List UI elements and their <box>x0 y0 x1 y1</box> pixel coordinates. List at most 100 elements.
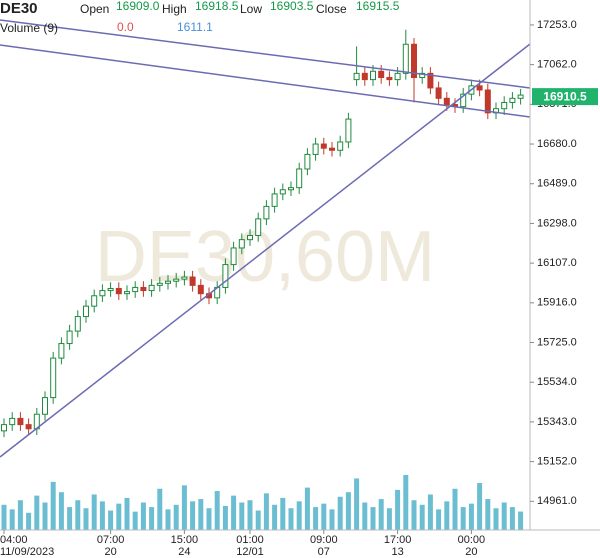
candle-body <box>99 290 106 297</box>
volume-bar <box>83 508 89 530</box>
candle-body <box>329 147 335 151</box>
volume-bar <box>58 492 64 530</box>
x-tick-label: 04:00 <box>0 534 28 546</box>
y-tick-label: 16107.0 <box>537 257 577 269</box>
close-value: 16915.5 <box>356 0 400 13</box>
candle-body <box>124 291 130 295</box>
last-price-box <box>532 88 598 106</box>
y-tick-label: 17062.0 <box>537 59 577 71</box>
open-label: Open <box>80 2 109 16</box>
candle-body <box>25 424 32 430</box>
low-value: 16903.5 <box>270 0 314 13</box>
volume-bar <box>345 492 351 530</box>
volume-bar <box>296 501 302 530</box>
x-tick-label: 17:00 <box>384 534 412 546</box>
candle-body <box>353 72 360 81</box>
trend-line <box>0 43 531 458</box>
candle-body <box>304 153 311 170</box>
x-tick-label: 11/09/2023 <box>0 546 54 558</box>
candle-body <box>296 168 303 189</box>
y-tick-label: 15725.0 <box>537 336 577 348</box>
candle-body <box>288 187 294 191</box>
volume-bar <box>411 500 417 530</box>
x-tick-label: 24 <box>178 546 190 558</box>
candle-body <box>312 143 319 155</box>
volume-bar <box>214 491 220 530</box>
candle-body <box>427 72 434 89</box>
candle-body <box>361 72 368 81</box>
volume-bar <box>313 507 319 530</box>
candle-body <box>222 264 229 288</box>
candle-body <box>419 72 426 79</box>
volume-bar <box>149 507 155 530</box>
y-tick-label: 15534.0 <box>537 376 577 388</box>
candle-body <box>370 70 376 81</box>
volume-bar <box>173 504 179 530</box>
candle-body <box>83 305 89 318</box>
volume-bar <box>1 504 7 530</box>
volume-bar <box>304 487 310 530</box>
candle-body <box>148 284 155 292</box>
trend-line <box>0 19 531 89</box>
candle-body <box>50 357 57 399</box>
candle-body <box>238 239 245 249</box>
candle-body <box>42 397 48 415</box>
x-tick-label: 12/01 <box>236 546 264 558</box>
volume-bar <box>452 488 458 530</box>
volume-bar <box>99 501 105 530</box>
volume-bar <box>157 488 163 530</box>
x-tick-label: 00:00 <box>458 534 486 546</box>
volume-bar <box>403 475 409 530</box>
y-tick-label: 14961.0 <box>537 495 577 507</box>
axes: 17253.017062.016871.016680.016489.016298… <box>0 19 598 558</box>
high-value: 16918.5 <box>195 0 239 13</box>
volume-bar <box>337 496 343 530</box>
candle-body <box>74 316 81 332</box>
volume-bar <box>75 500 81 530</box>
candle-body <box>230 247 237 266</box>
candle-body <box>156 282 163 286</box>
trend-line <box>0 44 531 118</box>
volume-bar <box>50 481 56 530</box>
last-price-label: 16910.5 <box>543 89 587 103</box>
volume-bar <box>132 511 138 530</box>
candle-body <box>484 89 491 114</box>
volume-bar <box>378 499 384 530</box>
x-tick-label: 13 <box>391 546 403 558</box>
candle-body <box>509 97 516 103</box>
volume-bar <box>9 509 15 530</box>
x-tick-label: 07:00 <box>97 534 125 546</box>
candle-body <box>58 343 65 359</box>
volume-bar <box>501 502 507 530</box>
volume-bar <box>362 502 368 530</box>
volume-bar <box>386 508 392 530</box>
candle-body <box>66 330 73 345</box>
volume-bar <box>247 500 253 530</box>
volume-bar <box>272 504 278 530</box>
low-label: Low <box>240 2 262 16</box>
candle-body <box>435 87 442 99</box>
volume-bar <box>222 505 228 530</box>
candle-body <box>181 276 188 280</box>
candle-body <box>320 143 327 149</box>
volume-value: 1611.1 <box>177 20 213 34</box>
volume-bar <box>280 497 286 530</box>
volume-bar <box>477 483 483 530</box>
symbol: DE30 <box>0 0 38 17</box>
candle-body <box>91 295 98 307</box>
volume-bar <box>91 494 97 530</box>
volume-bar <box>239 502 245 530</box>
y-tick-label: 16298.0 <box>537 217 577 229</box>
candle-body <box>386 77 393 81</box>
candle-body <box>173 278 180 282</box>
volume-bar <box>190 501 196 530</box>
volume-bar <box>198 499 204 530</box>
trend-lines <box>0 19 531 458</box>
volume-bar <box>460 507 466 530</box>
volume-label: Volume (9) <box>0 21 58 35</box>
volume-bar <box>67 507 73 530</box>
volume-bar <box>485 499 491 530</box>
candle-body <box>247 234 253 241</box>
candle-body <box>460 93 467 108</box>
x-tick-label: 07 <box>318 546 330 558</box>
